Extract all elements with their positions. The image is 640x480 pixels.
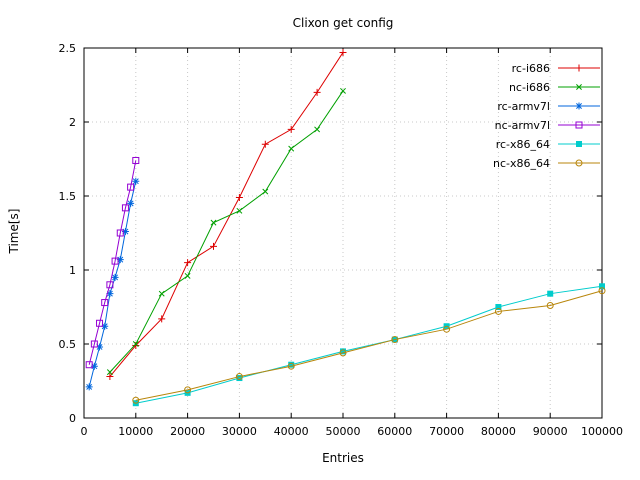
x-tick-label: 0: [81, 425, 88, 438]
series-rc-x86_64: [132, 283, 605, 407]
x-tick-label: 80000: [481, 425, 516, 438]
legend: rc-i686 nc-i686 rc-armv7l nc-armv7l rc-x86_6…: [493, 62, 600, 170]
x-tick-label: 60000: [377, 425, 412, 438]
x-tick-label: 10000: [118, 425, 153, 438]
series-nc-i686: [106, 87, 346, 376]
x-tick-label: 90000: [533, 425, 568, 438]
x-tick-label: 100000: [581, 425, 623, 438]
y-tick-label: 0.5: [59, 338, 77, 351]
y-tick-label: 2: [69, 116, 76, 129]
x-tick-label: 40000: [274, 425, 309, 438]
y-tick-label: 1.5: [59, 190, 77, 203]
x-tick-label: 50000: [326, 425, 361, 438]
x-tick-label: 70000: [429, 425, 464, 438]
legend-label: rc-x86_64: [496, 138, 550, 151]
legend-label: rc-i686: [512, 62, 550, 75]
legend-label: rc-armv7l: [497, 100, 550, 113]
legend-label: nc-i686: [509, 81, 550, 94]
legend-label: nc-x86_64: [493, 157, 550, 170]
plot-border: [83, 47, 603, 419]
series-rc-i686: [106, 48, 347, 381]
y-tick-labels: 0 0.5 1 1.5 2 2.5: [59, 42, 77, 425]
series-nc-x86_64: [132, 287, 606, 404]
x-tick-label: 30000: [222, 425, 257, 438]
y-tick-label: 1: [69, 264, 76, 277]
y-tick-label: 2.5: [59, 42, 77, 55]
axis-ticks: [83, 47, 603, 419]
x-axis-title: Entries: [322, 451, 364, 465]
y-tick-label: 0: [69, 412, 76, 425]
legend-label: nc-armv7l: [495, 119, 550, 132]
x-tick-labels: 0 10000 20000 30000 40000 50000 60000 70000 8000…: [81, 425, 624, 438]
chart-title: Clixon get config: [292, 16, 394, 30]
x-tick-label: 20000: [170, 425, 205, 438]
series-nc-armv7l: [85, 156, 140, 369]
